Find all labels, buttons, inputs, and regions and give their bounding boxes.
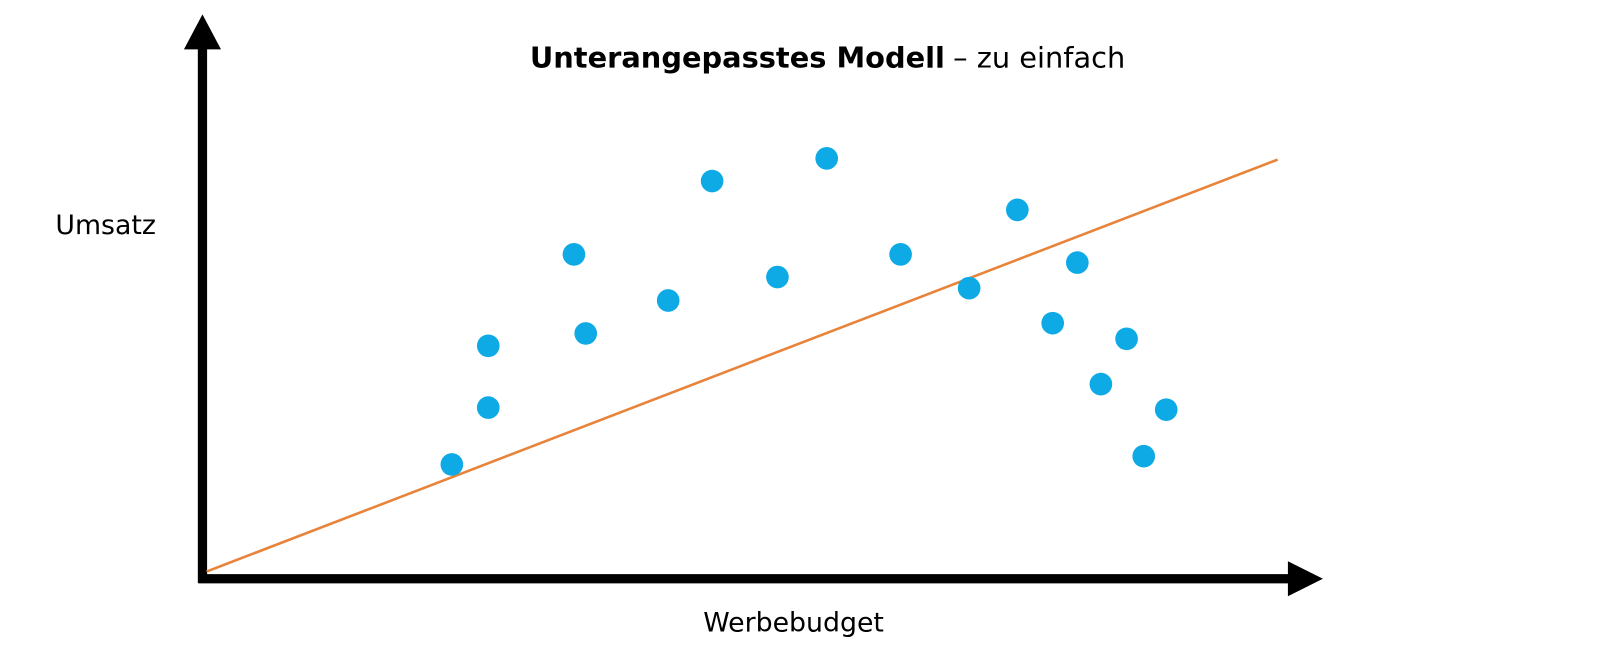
x-axis-label: Werbebudget bbox=[703, 608, 884, 639]
data-point bbox=[656, 289, 680, 312]
fit-line bbox=[206, 158, 1279, 573]
chart-title: Unterangepasstes Modell – zu einfach bbox=[530, 41, 1125, 75]
data-point bbox=[574, 322, 598, 345]
data-point bbox=[957, 276, 981, 300]
data-point bbox=[889, 243, 912, 266]
data-point bbox=[1065, 251, 1089, 274]
data-point bbox=[562, 243, 586, 266]
data-point bbox=[1132, 444, 1156, 468]
data-point bbox=[766, 265, 789, 289]
y-axis-label: Umsatz bbox=[55, 210, 156, 241]
data-point bbox=[815, 147, 839, 170]
data-point bbox=[476, 334, 500, 358]
data-point bbox=[1089, 372, 1113, 396]
data-point bbox=[440, 453, 464, 476]
y-axis-arrow bbox=[183, 14, 221, 50]
data-point bbox=[700, 169, 724, 193]
title-rest: – zu einfach bbox=[953, 41, 1125, 75]
data-point bbox=[1041, 311, 1065, 335]
data-point bbox=[1006, 198, 1029, 222]
data-point bbox=[476, 396, 500, 419]
data-point bbox=[1154, 398, 1178, 421]
data-point bbox=[1115, 327, 1138, 351]
x-axis-arrow bbox=[1287, 561, 1323, 597]
title-bold: Unterangepasstes Modell bbox=[530, 41, 945, 75]
